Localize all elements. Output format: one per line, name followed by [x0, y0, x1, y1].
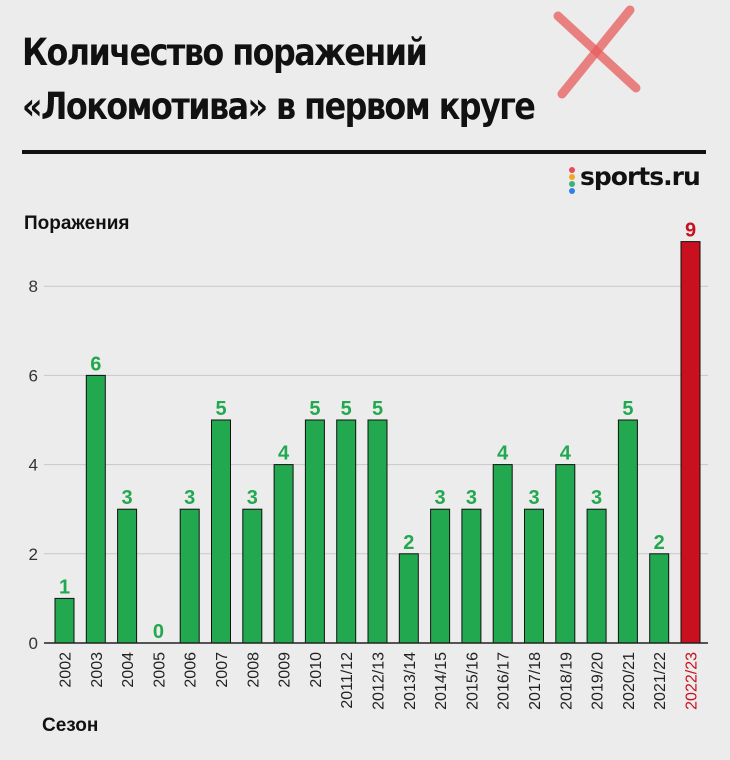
bar-value-label: 5: [341, 398, 352, 420]
bar: [304, 419, 325, 644]
x-tick-label: 2012/13: [371, 652, 388, 710]
x-tick-label: 2022/23: [684, 652, 701, 710]
bar: [54, 597, 75, 644]
bar-value-label: 3: [591, 487, 602, 509]
bar: [524, 508, 544, 644]
bar-value-label: 3: [122, 487, 133, 509]
bar-value-label: 0: [153, 621, 164, 643]
bar-value-label: 1: [59, 576, 70, 598]
bar: [680, 241, 701, 644]
bar-value-label: 5: [309, 398, 320, 420]
bar: [586, 508, 607, 644]
y-tick-label: 8: [29, 277, 38, 296]
x-tick-label: 2016/17: [496, 652, 513, 710]
bar-value-label: 3: [528, 487, 539, 509]
bar-value-label: 3: [466, 487, 477, 509]
bar: [398, 553, 419, 644]
bar: [117, 508, 138, 644]
y-tick-label: 4: [29, 456, 38, 475]
x-tick-label: 2005: [151, 652, 168, 688]
bar-value-label: 4: [497, 443, 509, 465]
bar-value-label: 2: [654, 532, 665, 554]
x-tick-label: 2011/12: [339, 652, 356, 709]
bar-value-label: 5: [372, 398, 383, 420]
title-divider: [22, 150, 706, 154]
y-tick-label: 0: [29, 634, 38, 653]
x-tick-label: 2014/15: [433, 652, 450, 710]
bar: [85, 374, 106, 644]
chart-title-line-2: «Локомотива» в первом круге: [22, 85, 536, 128]
bar-value-label: 4: [278, 443, 290, 465]
y-tick-label: 2: [29, 545, 38, 564]
y-tick-label: 6: [29, 366, 38, 385]
x-tick-label: 2002: [58, 652, 75, 688]
bar: [617, 419, 638, 644]
bar: [242, 508, 263, 644]
bar-value-label: 9: [685, 220, 696, 242]
x-tick-label: 2013/14: [402, 652, 419, 710]
bar: [492, 464, 513, 644]
bar: [555, 464, 576, 644]
x-tick-label: 2021/22: [652, 652, 669, 710]
bar-value-label: 4: [560, 443, 572, 465]
bar-value-label: 5: [622, 398, 633, 420]
x-tick-label: 2009: [277, 652, 294, 688]
x-tick-label: 2006: [183, 652, 200, 688]
bar-value-label: 3: [184, 487, 195, 509]
bar: [273, 464, 294, 644]
x-tick-label: 2018/19: [558, 652, 575, 710]
x-tick-label: 2010: [308, 652, 325, 688]
x-tick-label: 2003: [89, 652, 106, 688]
bar-value-label: 2: [403, 532, 414, 554]
chart-title-line-1: Количество поражений: [22, 31, 428, 74]
x-tick-label: 2007: [214, 652, 231, 688]
x-tick-label: 2015/16: [464, 652, 481, 710]
bar-value-label: 3: [247, 487, 258, 509]
x-tick-label: 2020/21: [621, 652, 638, 710]
bar: [211, 419, 231, 644]
x-tick-label: 2004: [120, 652, 137, 688]
bar: [649, 553, 670, 644]
bar: [430, 508, 451, 644]
bar-value-label: 6: [90, 353, 101, 375]
logo-text: sports.ru: [580, 162, 701, 191]
logo-dots-icon: [569, 167, 575, 194]
bar: [179, 508, 200, 644]
bar: [461, 508, 482, 644]
x-tick-label: 2019/20: [590, 652, 607, 710]
x-tick-label: 2008: [245, 652, 262, 688]
bar: [336, 419, 357, 644]
x-tick-label: 2017/18: [527, 652, 544, 710]
red-cross-icon: [553, 5, 641, 99]
bar-value-label: 5: [215, 398, 226, 420]
x-axis-label: Сезон: [42, 715, 99, 736]
bar: [367, 419, 388, 644]
bar-value-label: 3: [435, 487, 446, 509]
chart-title: Количество поражений «Локомотива» в перв…: [22, 26, 538, 134]
y-axis-label: Поражения: [24, 213, 130, 234]
